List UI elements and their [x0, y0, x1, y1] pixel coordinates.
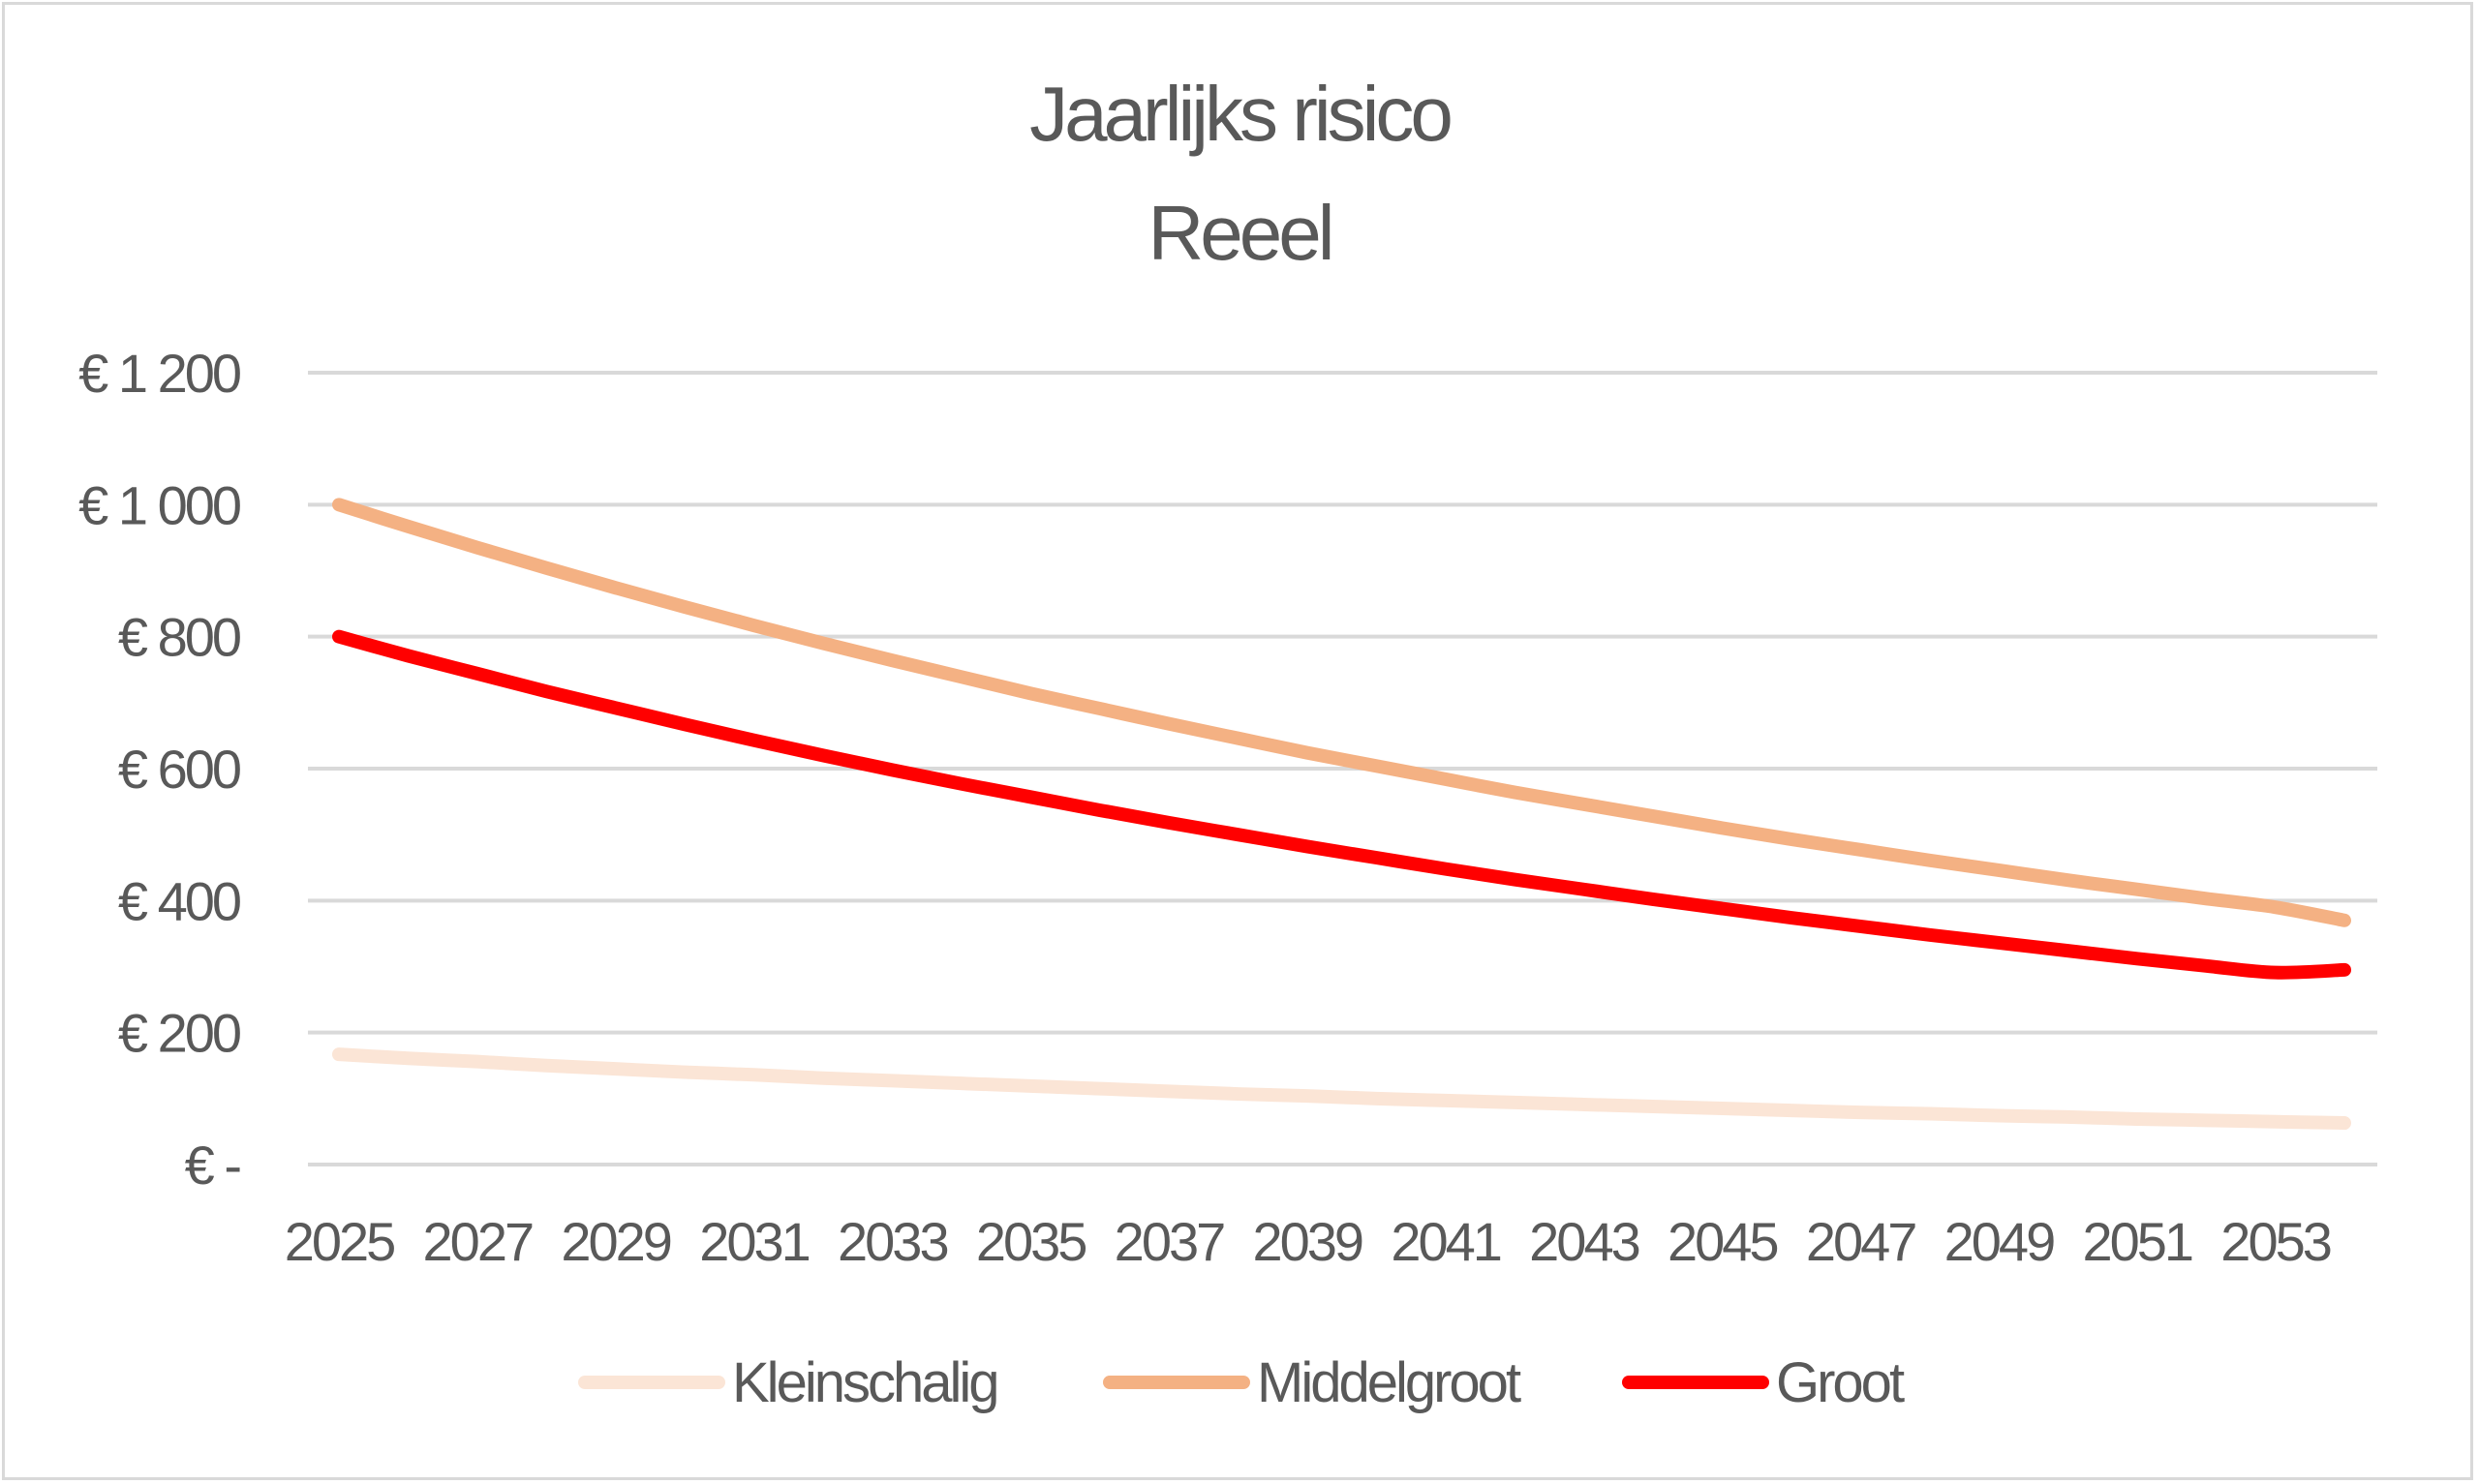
y-tick-label: € - [185, 1135, 241, 1196]
chart-subtitle: Reeel [1148, 190, 1331, 276]
x-tick-label: 2053 [2220, 1211, 2330, 1272]
x-tick-label: 2033 [838, 1211, 947, 1272]
y-tick-label: € 400 [118, 870, 240, 931]
series-line-groot [332, 629, 2351, 980]
x-tick-label: 2045 [1668, 1211, 1777, 1272]
y-tick-label: € 1 000 [78, 474, 240, 535]
x-tick-label: 2049 [1944, 1211, 2054, 1272]
legend-label-middelgroot: Middelgroot [1257, 1351, 1521, 1414]
series-line-kleinschalig [332, 1047, 2351, 1131]
x-tick-label: 2047 [1806, 1211, 1915, 1272]
x-tick-label: 2025 [285, 1211, 394, 1272]
y-axis-ticks: € 1 200 € 1 000 € 800 € 600 € 400 € 200 € - [78, 343, 243, 1196]
series-line-middelgroot [332, 498, 2351, 927]
x-tick-label: 2041 [1391, 1211, 1500, 1272]
y-tick-label: € 200 [118, 1003, 240, 1064]
y-tick-label: € 1 200 [78, 343, 240, 404]
x-axis-ticks: 2025 2027 2029 2031 2033 2035 2037 2039 2041 2043… [285, 1211, 2334, 1272]
x-tick-label: 2039 [1253, 1211, 1362, 1272]
legend-label-groot: Groot [1776, 1351, 1905, 1414]
y-tick-label: € 800 [118, 607, 240, 668]
x-tick-label: 2043 [1529, 1211, 1638, 1272]
x-tick-label: 2027 [423, 1211, 533, 1272]
series-lines [332, 498, 2351, 1131]
y-tick-label: € 600 [118, 739, 240, 800]
x-tick-label: 2031 [699, 1211, 809, 1272]
legend: Kleinschalig Middelgroot Groot [578, 1351, 1908, 1414]
x-tick-label: 2051 [2082, 1211, 2191, 1272]
x-tick-label: 2035 [976, 1211, 1086, 1272]
x-tick-label: 2037 [1115, 1211, 1224, 1272]
legend-label-kleinschalig: Kleinschalig [732, 1351, 997, 1414]
x-tick-label: 2029 [561, 1211, 670, 1272]
chart-title: Jaarlijks risico [1029, 71, 1451, 157]
gridlines [308, 371, 2377, 1166]
